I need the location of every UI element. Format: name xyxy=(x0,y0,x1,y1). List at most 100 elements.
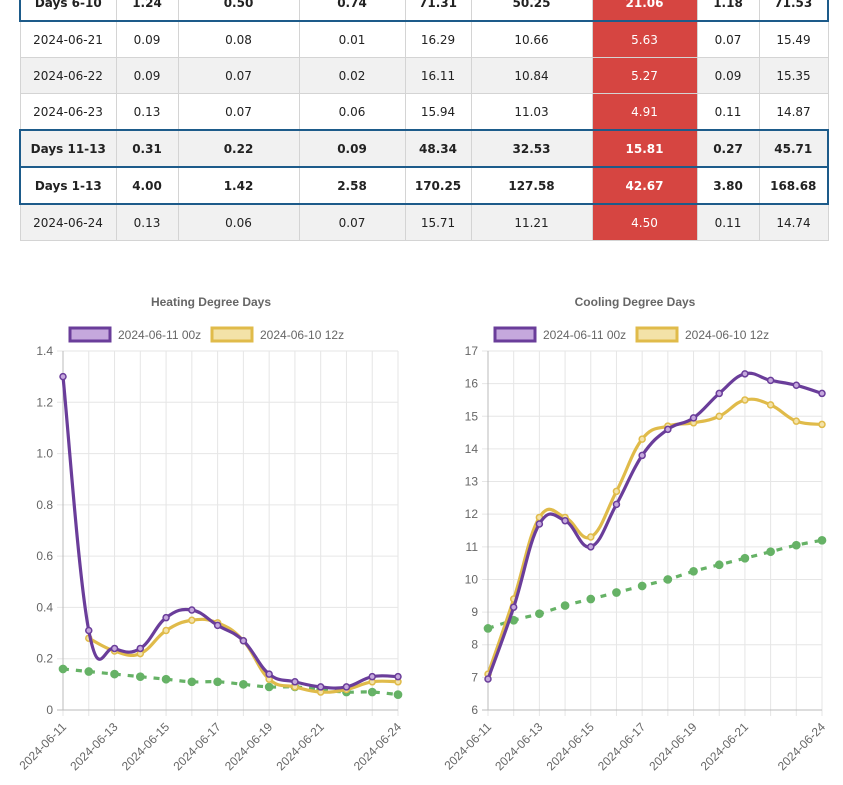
legend-swatch[interactable] xyxy=(493,326,537,343)
data-point[interactable] xyxy=(161,674,171,684)
data-point[interactable] xyxy=(162,613,170,622)
data-point[interactable] xyxy=(612,500,621,509)
x-tick-label: 2024-06-24 xyxy=(351,720,405,774)
data-point[interactable] xyxy=(85,626,93,635)
table-cell: 42.67 xyxy=(591,166,698,205)
data-point[interactable] xyxy=(715,412,723,421)
y-tick-label: 1.4 xyxy=(36,344,53,358)
data-point[interactable] xyxy=(766,401,775,409)
legend-swatch[interactable] xyxy=(68,326,112,343)
x-tick-label: 2024-06-15 xyxy=(119,720,173,774)
data-point[interactable] xyxy=(689,566,698,576)
data-point[interactable] xyxy=(265,670,273,678)
table-cell: 0.08 xyxy=(177,20,300,58)
data-point[interactable] xyxy=(239,637,248,645)
y-tick-label: 13 xyxy=(465,475,479,489)
table-row: Days 11-13 0.31 0.22 0.09 48.34 32.53 15.81 0.2… xyxy=(19,129,829,168)
data-point[interactable] xyxy=(484,675,492,683)
data-point[interactable] xyxy=(791,540,801,550)
data-point[interactable] xyxy=(612,588,621,597)
y-tick-label: 17 xyxy=(465,344,479,358)
y-tick-label: 0.2 xyxy=(36,652,53,666)
data-point[interactable] xyxy=(664,425,672,434)
y-tick-label: 10 xyxy=(465,572,479,586)
data-point[interactable] xyxy=(136,644,145,653)
x-tick-label: 2024-06-19 xyxy=(222,720,276,774)
data-point[interactable] xyxy=(612,487,621,496)
data-point[interactable] xyxy=(393,690,403,699)
table-cell: 0.09 xyxy=(298,129,406,168)
data-point[interactable] xyxy=(239,680,248,689)
data-point[interactable] xyxy=(188,606,196,614)
table-cell: 0.74 xyxy=(298,0,406,22)
data-point[interactable] xyxy=(110,669,119,679)
data-point[interactable] xyxy=(766,376,775,385)
legend-label[interactable]: 2024-06-10 12z xyxy=(260,328,344,342)
data-point[interactable] xyxy=(483,624,493,633)
table-cell: 0.09 xyxy=(115,20,179,58)
data-point[interactable] xyxy=(560,601,570,610)
y-tick-label: 16 xyxy=(465,377,479,391)
data-point[interactable] xyxy=(715,389,723,398)
x-tick-label: 2024-06-17 xyxy=(170,720,224,774)
series-line xyxy=(61,376,399,690)
table-row: 2024-06-24 0.13 0.06 0.07 15.71 11.21 4.50 0.11… xyxy=(19,203,829,241)
data-point[interactable] xyxy=(689,414,698,422)
data-point[interactable] xyxy=(741,370,749,378)
data-point[interactable] xyxy=(638,451,646,460)
legend-label[interactable]: 2024-06-10 12z xyxy=(685,328,769,342)
data-point[interactable] xyxy=(135,672,145,682)
table-cell: 4.50 xyxy=(591,203,698,241)
data-point[interactable] xyxy=(741,396,749,404)
data-point[interactable] xyxy=(213,677,222,687)
legend-label[interactable]: 2024-06-11 00z xyxy=(543,328,626,342)
legend-label[interactable]: 2024-06-11 00z xyxy=(118,328,201,342)
data-point[interactable] xyxy=(561,516,569,525)
y-tick-label: 14 xyxy=(465,442,479,456)
legend-swatch[interactable] xyxy=(635,326,679,343)
data-point[interactable] xyxy=(792,417,801,425)
table-cell: 15.94 xyxy=(404,93,472,131)
data-point[interactable] xyxy=(535,520,544,528)
data-point[interactable] xyxy=(818,420,826,429)
x-tick-label: 2024-06-11 xyxy=(441,720,494,773)
table-cell: 0.22 xyxy=(177,129,300,168)
data-point[interactable] xyxy=(110,644,119,653)
data-point[interactable] xyxy=(740,553,750,563)
data-point[interactable] xyxy=(59,372,67,381)
data-point[interactable] xyxy=(714,560,724,570)
data-point[interactable] xyxy=(58,664,68,674)
data-point[interactable] xyxy=(188,616,196,624)
legend-swatch[interactable] xyxy=(210,326,254,343)
data-point[interactable] xyxy=(291,678,299,686)
data-point[interactable] xyxy=(638,435,646,443)
data-point[interactable] xyxy=(637,581,647,591)
data-point[interactable] xyxy=(818,389,826,398)
data-point[interactable] xyxy=(509,603,518,611)
table-cell: 0.06 xyxy=(298,93,406,131)
data-point[interactable] xyxy=(394,672,402,681)
data-point[interactable] xyxy=(213,621,222,630)
data-point[interactable] xyxy=(84,667,94,676)
data-point[interactable] xyxy=(316,683,325,691)
data-point[interactable] xyxy=(586,594,596,604)
data-point[interactable] xyxy=(535,609,544,619)
data-point[interactable] xyxy=(587,533,595,541)
data-point[interactable] xyxy=(817,535,827,545)
data-point[interactable] xyxy=(368,672,376,681)
data-point[interactable] xyxy=(162,626,170,635)
table-cell: 0.11 xyxy=(696,93,760,131)
data-point[interactable] xyxy=(264,682,274,692)
data-point[interactable] xyxy=(342,683,351,691)
data-point[interactable] xyxy=(663,575,673,584)
data-point[interactable] xyxy=(587,543,595,551)
table-cell: 0.07 xyxy=(177,93,300,131)
data-point[interactable] xyxy=(187,677,197,687)
table-cell: 50.25 xyxy=(470,0,593,22)
table-cell: 0.11 xyxy=(696,203,760,241)
data-point[interactable] xyxy=(766,547,775,557)
table-cell: 1.24 xyxy=(115,0,179,22)
table-cell: 0.27 xyxy=(696,129,760,168)
data-point[interactable] xyxy=(367,687,377,697)
data-point[interactable] xyxy=(792,381,801,390)
